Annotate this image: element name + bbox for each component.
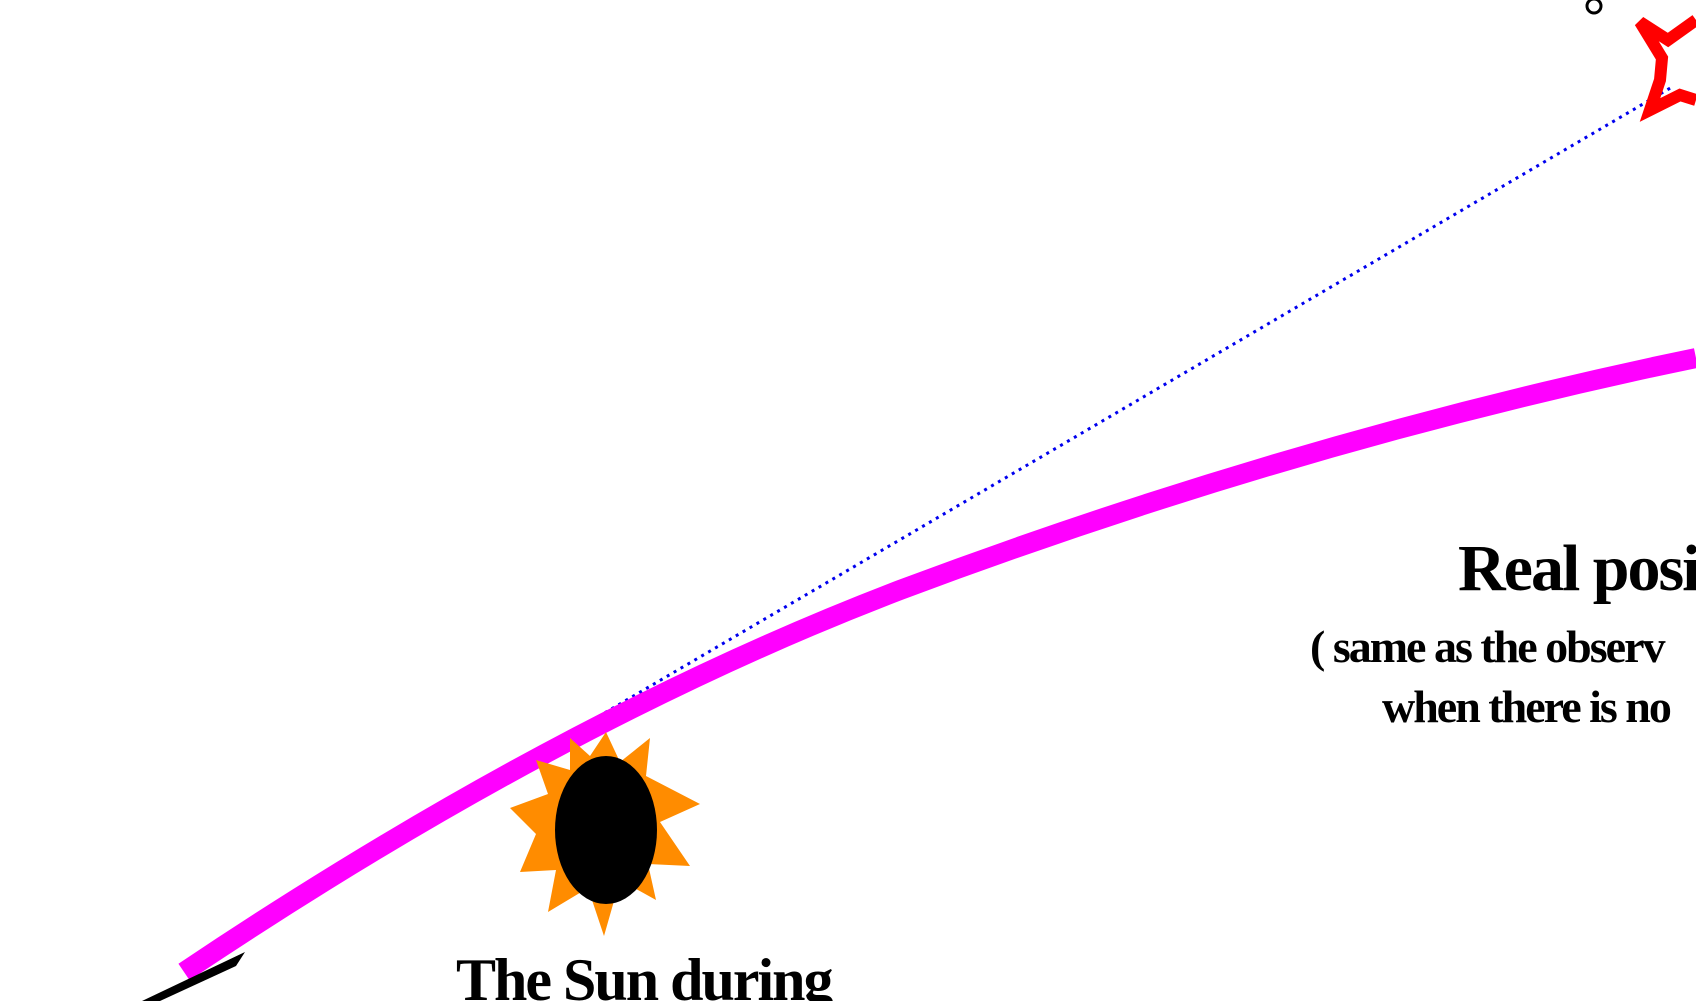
- star: [1640, 20, 1696, 110]
- diagram: Real posit ( same as the observ when the…: [0, 0, 1696, 1001]
- real-position-label: Real posit: [1458, 532, 1696, 605]
- sun-caption: The Sun during: [456, 947, 834, 1001]
- marker: [1587, 0, 1601, 13]
- note-line: ( same as the observ: [1310, 621, 1665, 672]
- sun: [510, 732, 700, 936]
- note-line: when there is no: [1382, 681, 1671, 732]
